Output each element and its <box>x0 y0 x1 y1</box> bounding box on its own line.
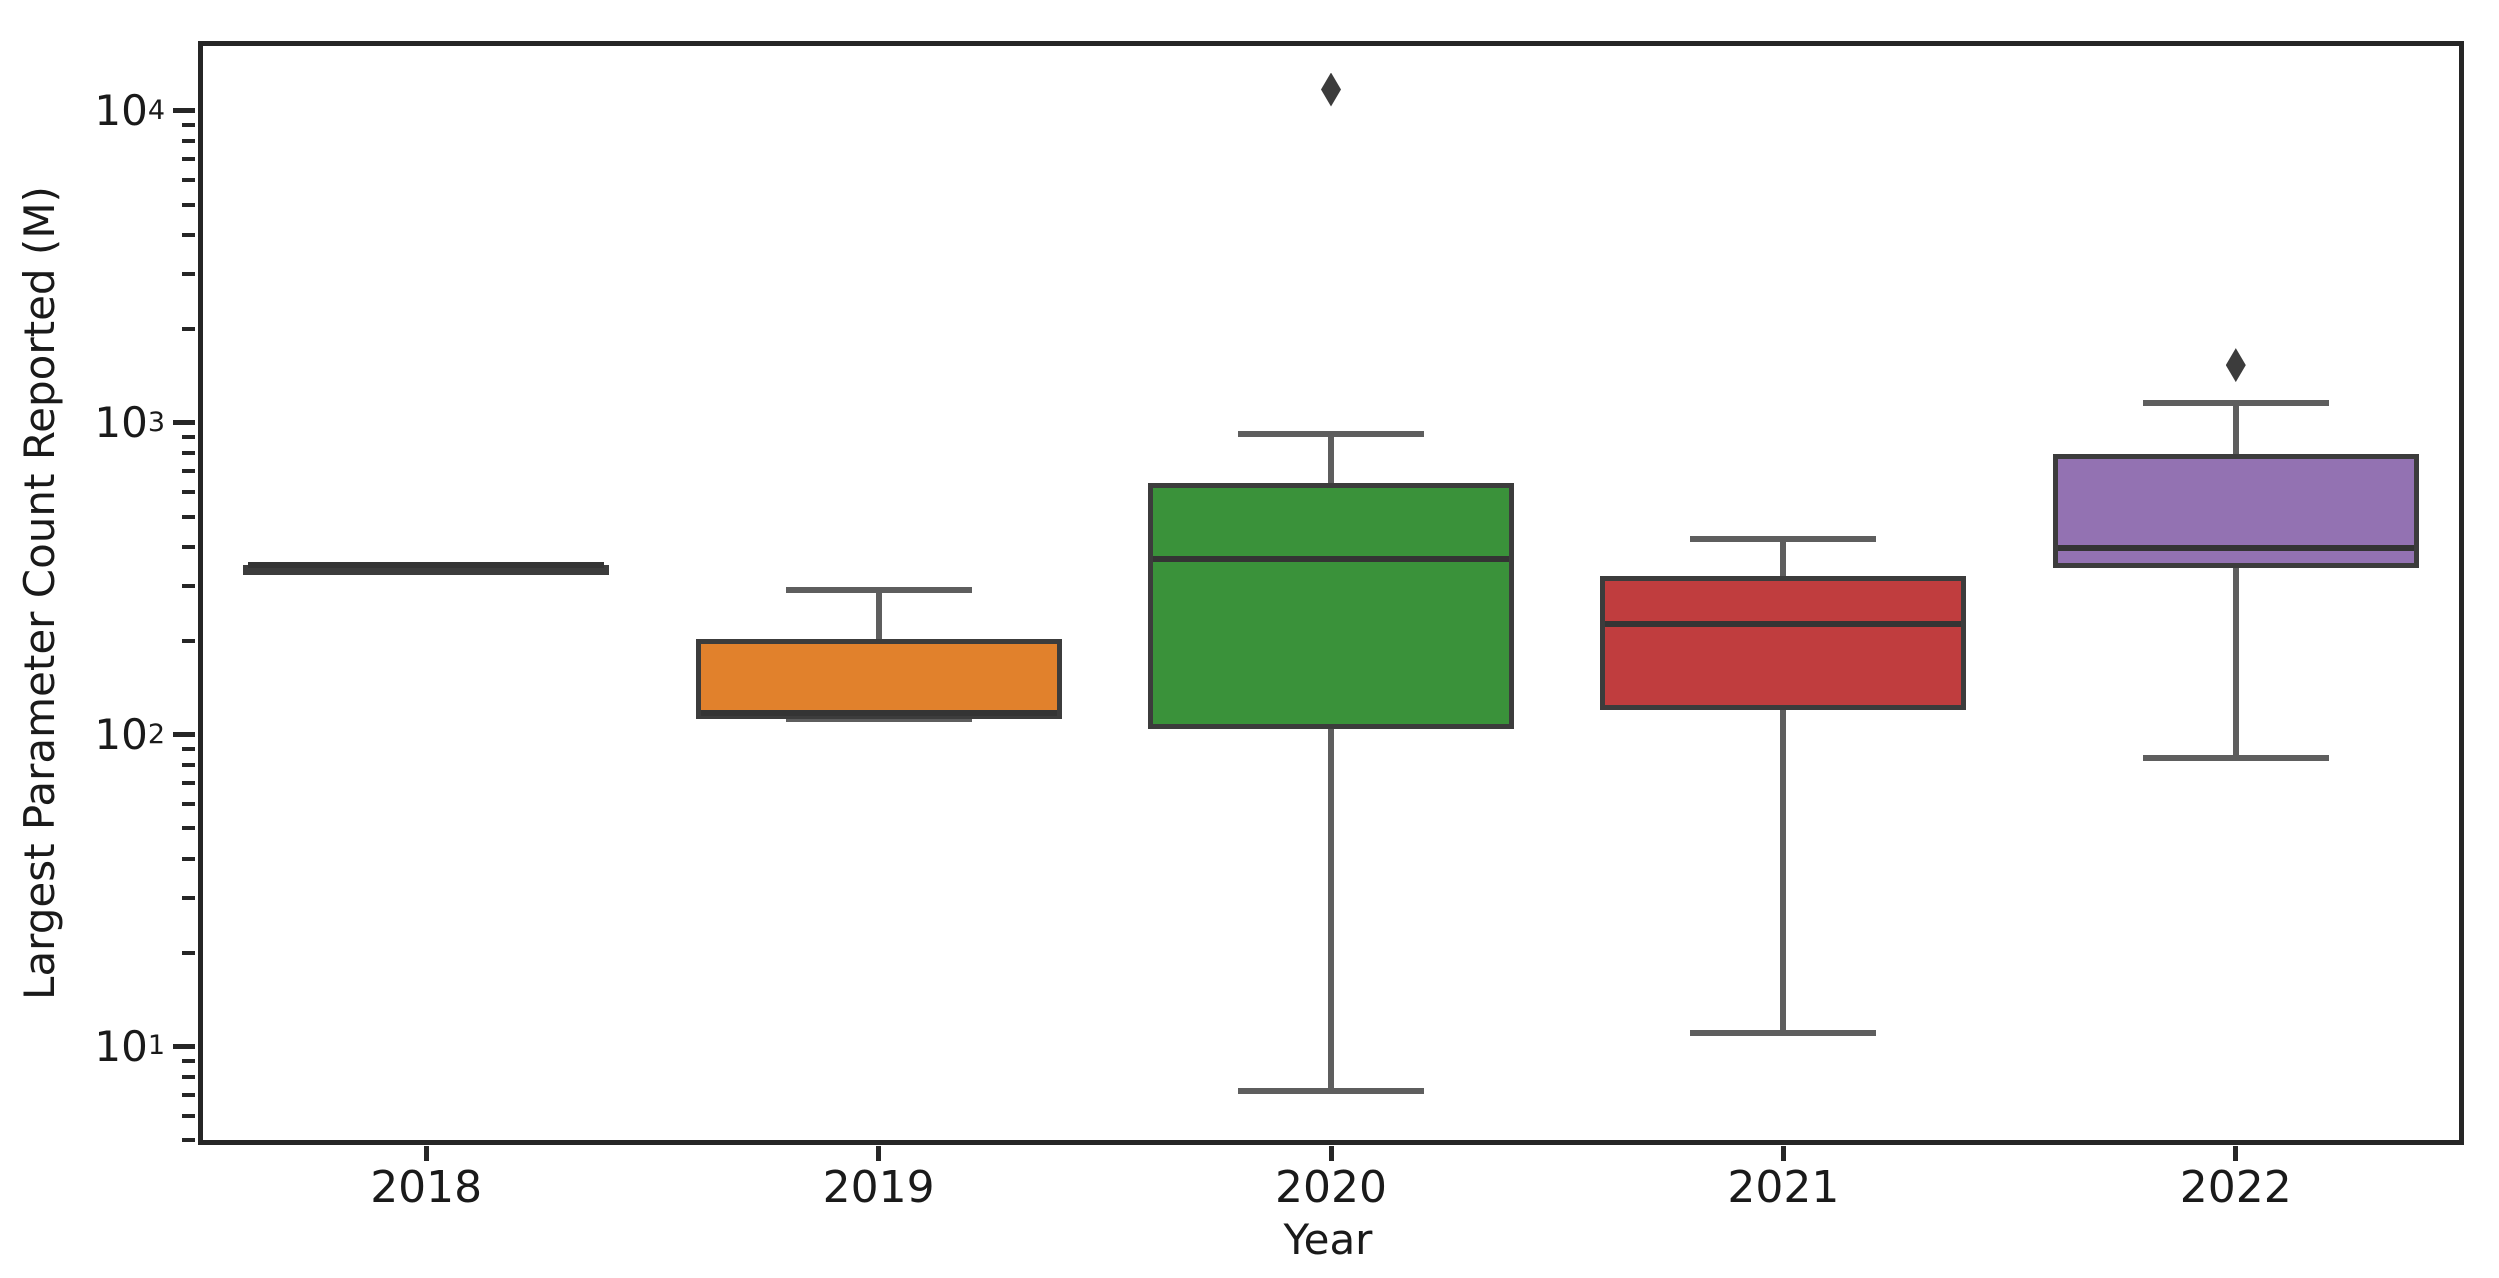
y-major-tick <box>173 108 195 114</box>
x-category-label: 2018 <box>370 1162 483 1213</box>
whisker-cap-upper-2020 <box>1238 430 1424 437</box>
y-minor-tick <box>182 1138 195 1143</box>
whisker-lower-2022 <box>2232 567 2239 759</box>
median-line-2022 <box>2057 544 2414 551</box>
y-minor-tick <box>182 638 195 643</box>
outlier-marker-2022 <box>2225 348 2246 383</box>
whisker-cap-upper-2019 <box>785 587 972 594</box>
y-minor-tick <box>182 801 195 806</box>
y-minor-tick <box>182 826 195 831</box>
y-tick-label: 10 1 <box>94 1021 165 1071</box>
whisker-upper-2020 <box>1328 433 1334 484</box>
median-line-2019 <box>700 710 1057 717</box>
y-minor-tick <box>182 746 195 751</box>
x-tick <box>1780 1146 1786 1161</box>
whisker-upper-2021 <box>1780 538 1787 577</box>
y-minor-tick <box>182 1092 195 1097</box>
outlier-marker-2020 <box>1321 72 1341 107</box>
whisker-cap-lower-2021 <box>1690 1030 1877 1037</box>
whisker-cap-lower-2022 <box>2142 755 2329 762</box>
y-minor-tick <box>182 139 195 144</box>
x-tick <box>423 1146 429 1161</box>
y-minor-tick <box>182 950 195 955</box>
x-category-label: 2019 <box>822 1162 935 1213</box>
whisker-cap-lower-2019 <box>785 716 972 723</box>
y-minor-tick <box>182 202 195 207</box>
y-minor-tick <box>182 326 195 331</box>
whisker-upper-2022 <box>2232 403 2239 454</box>
y-minor-tick <box>182 780 195 785</box>
y-major-tick <box>173 732 195 738</box>
y-minor-tick <box>182 450 195 455</box>
whisker-lower-2020 <box>1328 729 1334 1091</box>
x-tick <box>876 1146 882 1161</box>
x-tick <box>2233 1146 2239 1161</box>
y-minor-tick <box>182 544 195 549</box>
y-minor-tick <box>182 895 195 900</box>
y-minor-tick <box>182 489 195 494</box>
y-minor-tick <box>182 514 195 519</box>
y-minor-tick <box>182 762 195 767</box>
box-2021 <box>1600 576 1967 710</box>
y-major-tick <box>173 420 195 426</box>
x-category-label: 2020 <box>1275 1162 1387 1213</box>
y-major-tick <box>173 1043 195 1049</box>
y-axis-label: Largest Parameter Count Reported (M) <box>15 186 64 1000</box>
y-tick-label: 10 4 <box>94 86 165 136</box>
whisker-upper-2019 <box>875 590 882 639</box>
x-axis-label: Year <box>1283 1215 1373 1264</box>
median-line-2021 <box>1605 620 1962 627</box>
y-tick-label: 10 3 <box>94 398 165 448</box>
whisker-cap-upper-2021 <box>1690 535 1877 542</box>
x-category-label: 2022 <box>2179 1162 2292 1213</box>
median-line-2020 <box>1153 556 1509 563</box>
whisker-lower-2021 <box>1780 709 1787 1034</box>
box-2020 <box>1148 483 1514 730</box>
y-minor-tick <box>182 468 195 473</box>
y-minor-tick <box>182 583 195 588</box>
x-category-label: 2021 <box>1727 1162 1840 1213</box>
y-minor-tick <box>182 856 195 861</box>
y-minor-tick <box>182 271 195 276</box>
box-2019 <box>695 638 1062 720</box>
x-tick <box>1328 1146 1334 1161</box>
y-minor-tick <box>182 178 195 182</box>
y-minor-tick <box>182 434 195 439</box>
median-line-2018 <box>248 561 605 568</box>
y-minor-tick <box>182 157 195 162</box>
whisker-cap-upper-2022 <box>2142 400 2329 407</box>
whisker-cap-lower-2020 <box>1238 1087 1424 1094</box>
y-minor-tick <box>182 1113 195 1118</box>
y-minor-tick <box>182 1058 195 1063</box>
y-minor-tick <box>182 123 195 128</box>
y-tick-label: 10 2 <box>94 710 165 760</box>
y-minor-tick <box>182 1074 195 1079</box>
y-minor-tick <box>182 232 195 237</box>
